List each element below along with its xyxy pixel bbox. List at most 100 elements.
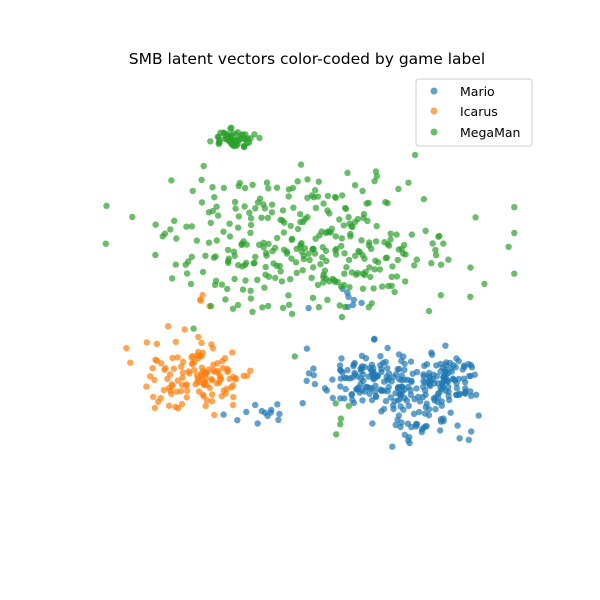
point-icarus	[244, 372, 251, 379]
point-megaman	[341, 303, 349, 311]
point-mario	[338, 355, 345, 362]
point-megaman	[332, 194, 339, 201]
point-icarus	[179, 369, 187, 376]
point-megaman	[224, 246, 232, 254]
point-megaman	[371, 177, 378, 185]
legend-marker-megaman	[430, 128, 438, 136]
point-mario	[243, 408, 250, 416]
point-megaman	[265, 302, 272, 310]
point-mario	[275, 416, 282, 424]
point-megaman	[207, 302, 215, 310]
point-icarus	[229, 349, 236, 356]
point-mario	[303, 345, 311, 352]
point-megaman	[467, 264, 474, 271]
point-icarus	[174, 377, 181, 384]
legend: Mario Icarus MegaMan	[415, 78, 533, 147]
point-mario	[365, 373, 372, 380]
point-mario	[430, 371, 437, 378]
point-mario	[421, 362, 428, 369]
point-mario	[344, 289, 351, 296]
point-mario	[413, 385, 420, 392]
point-megaman	[183, 270, 191, 277]
point-icarus	[160, 386, 168, 394]
point-megaman	[300, 252, 307, 259]
point-mario	[416, 398, 424, 405]
point-megaman	[345, 213, 352, 221]
point-megaman	[231, 198, 239, 206]
point-icarus	[223, 365, 231, 372]
point-mario	[428, 351, 436, 358]
point-mario	[459, 366, 466, 373]
point-megaman	[103, 202, 110, 209]
point-icarus	[214, 360, 221, 367]
point-icarus	[143, 383, 150, 390]
point-mario	[442, 368, 449, 375]
point-mario	[475, 412, 482, 419]
point-megaman	[309, 294, 317, 301]
point-mario	[453, 380, 460, 387]
point-mario	[401, 394, 408, 402]
point-icarus	[179, 374, 186, 381]
point-megaman	[205, 239, 213, 246]
point-megaman	[168, 177, 175, 184]
point-mario	[462, 385, 469, 392]
point-megaman	[293, 269, 300, 276]
point-megaman	[288, 235, 296, 242]
point-mario	[447, 409, 454, 416]
point-megaman	[321, 267, 329, 274]
point-icarus	[202, 402, 209, 410]
point-mario	[372, 393, 380, 401]
point-megaman	[152, 221, 159, 228]
point-megaman	[437, 292, 444, 299]
point-mario	[468, 392, 475, 399]
point-icarus	[149, 365, 156, 372]
point-icarus	[151, 404, 158, 412]
point-megaman	[285, 301, 293, 308]
point-mario	[234, 417, 241, 424]
point-mario	[440, 417, 447, 425]
point-mario	[366, 385, 374, 392]
point-megaman	[332, 400, 339, 407]
point-megaman	[326, 210, 333, 217]
point-icarus	[193, 352, 201, 359]
point-icarus	[199, 291, 206, 299]
point-icarus	[127, 359, 134, 366]
legend-label-megaman: MegaMan	[460, 125, 520, 140]
point-mario	[421, 410, 429, 417]
series-megaman	[102, 124, 518, 438]
point-mario	[448, 368, 456, 375]
point-icarus	[178, 363, 185, 370]
point-megaman	[359, 270, 367, 277]
point-mario	[329, 376, 336, 383]
point-megaman	[445, 256, 452, 263]
point-megaman	[288, 310, 296, 317]
point-megaman	[233, 142, 240, 149]
point-megaman	[252, 253, 259, 261]
point-mario	[311, 380, 319, 388]
point-megaman	[428, 260, 435, 267]
point-megaman	[391, 288, 398, 296]
point-icarus	[147, 373, 154, 380]
point-megaman	[188, 253, 195, 261]
point-megaman	[173, 235, 180, 242]
point-megaman	[385, 242, 393, 249]
point-icarus	[195, 333, 202, 341]
point-megaman	[273, 234, 281, 242]
point-mario	[426, 379, 433, 386]
point-megaman	[511, 270, 518, 277]
point-megaman	[300, 218, 307, 226]
point-megaman	[198, 199, 206, 206]
point-icarus	[183, 381, 190, 388]
point-megaman	[239, 286, 247, 293]
point-icarus	[214, 367, 221, 375]
point-megaman	[511, 204, 518, 211]
point-megaman	[343, 264, 350, 271]
point-megaman	[315, 303, 323, 311]
point-icarus	[247, 367, 254, 374]
point-mario	[449, 375, 457, 382]
point-megaman	[383, 254, 391, 261]
point-mario	[268, 406, 275, 414]
point-mario	[384, 365, 391, 372]
point-mario	[398, 383, 406, 390]
